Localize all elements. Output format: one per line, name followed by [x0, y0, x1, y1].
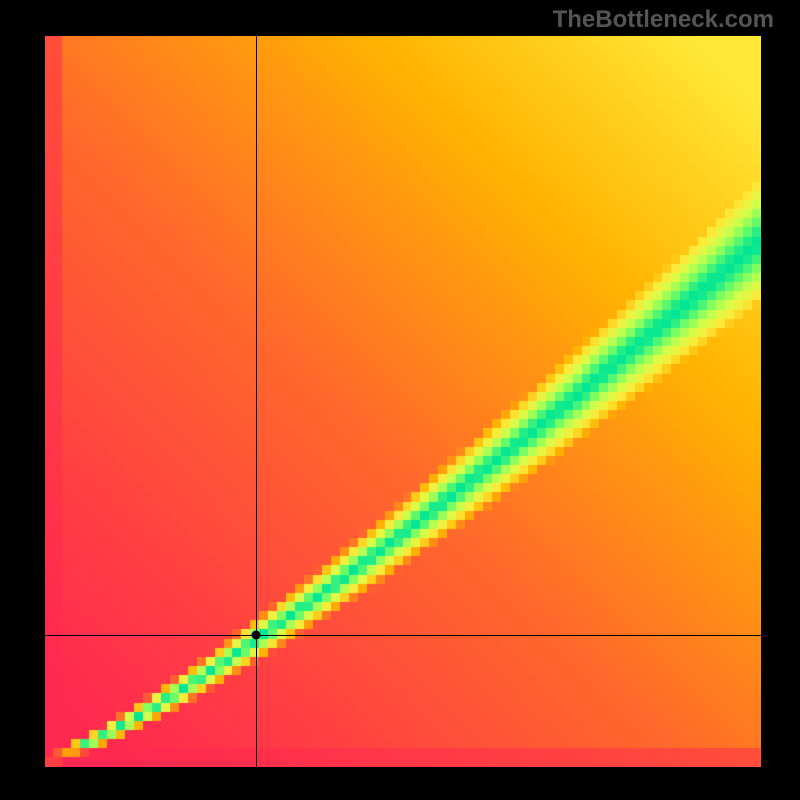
- heatmap-canvas: [45, 36, 761, 767]
- heatmap-plot: [45, 36, 761, 767]
- crosshair-horizontal: [45, 635, 761, 636]
- data-point-marker: [251, 631, 260, 640]
- crosshair-vertical: [256, 36, 257, 767]
- watermark-text: TheBottleneck.com: [553, 6, 774, 34]
